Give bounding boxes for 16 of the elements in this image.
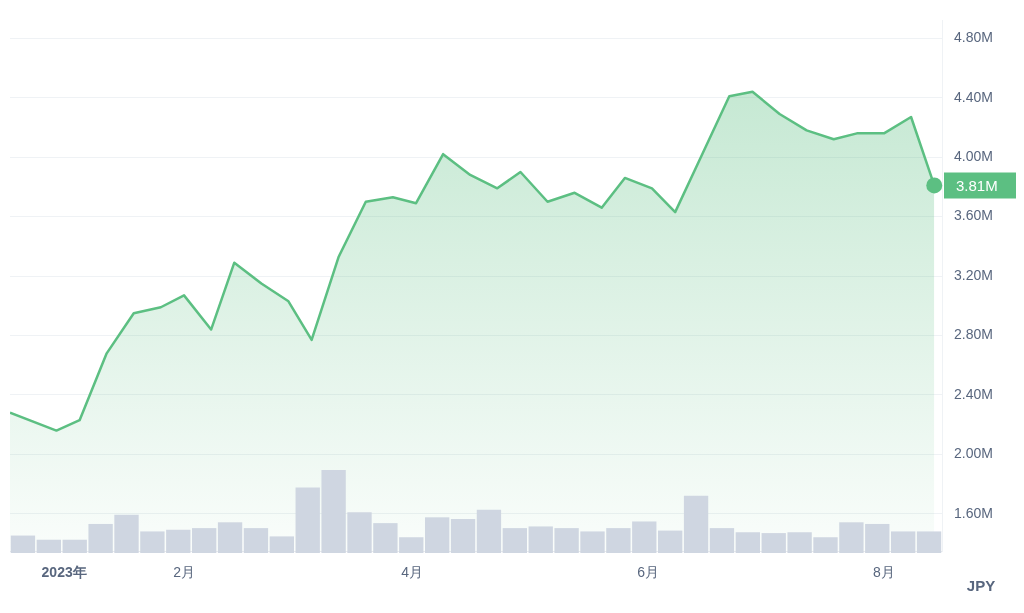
y-tick-label: 4.80M bbox=[954, 29, 993, 46]
y-tick-label: 3.20M bbox=[954, 266, 993, 283]
x-tick-label: 4月 bbox=[401, 564, 424, 581]
y-tick-label: 2.00M bbox=[954, 445, 993, 462]
y-tick-label: 2.80M bbox=[954, 326, 993, 343]
x-tick-label: 6月 bbox=[637, 564, 659, 581]
y-tick-label: 1.60M bbox=[954, 504, 993, 521]
y-tick-label: 2.40M bbox=[954, 385, 993, 402]
y-axis-title: JPY bbox=[966, 577, 996, 595]
y-tick-label: 3.60M bbox=[954, 207, 993, 224]
data-label: 3.81M bbox=[956, 176, 998, 194]
y-tick-label: 4.00M bbox=[954, 148, 993, 164]
x-tick-label: 2023年 bbox=[41, 564, 87, 581]
x-tick-label: 2月 bbox=[173, 564, 195, 581]
x-tick-label: 8月 bbox=[873, 564, 895, 581]
y-tick-label: 4.40M bbox=[954, 88, 993, 105]
